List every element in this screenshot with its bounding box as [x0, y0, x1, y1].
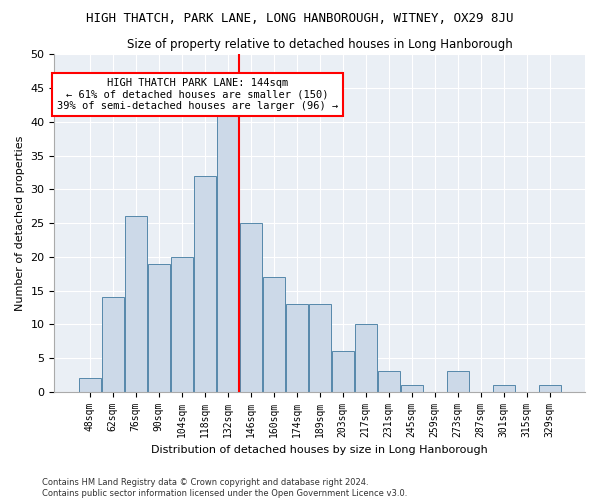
Text: HIGH THATCH, PARK LANE, LONG HANBOROUGH, WITNEY, OX29 8JU: HIGH THATCH, PARK LANE, LONG HANBOROUGH,… [86, 12, 514, 26]
Y-axis label: Number of detached properties: Number of detached properties [15, 136, 25, 311]
Bar [79, 378, 101, 392]
Title: Size of property relative to detached houses in Long Hanborough: Size of property relative to detached ho… [127, 38, 512, 51]
Bar [286, 304, 308, 392]
Bar [148, 264, 170, 392]
Bar [217, 108, 239, 392]
Text: HIGH THATCH PARK LANE: 144sqm
← 61% of detached houses are smaller (150)
39% of : HIGH THATCH PARK LANE: 144sqm ← 61% of d… [57, 78, 338, 112]
Bar [194, 176, 216, 392]
Text: Contains HM Land Registry data © Crown copyright and database right 2024.
Contai: Contains HM Land Registry data © Crown c… [42, 478, 407, 498]
Bar [446, 372, 469, 392]
Bar [101, 298, 124, 392]
Bar [539, 385, 561, 392]
Bar [493, 385, 515, 392]
Bar [263, 277, 285, 392]
X-axis label: Distribution of detached houses by size in Long Hanborough: Distribution of detached houses by size … [151, 445, 488, 455]
Bar [377, 372, 400, 392]
Bar [239, 223, 262, 392]
Bar [332, 351, 354, 392]
Bar [355, 324, 377, 392]
Bar [125, 216, 147, 392]
Bar [308, 304, 331, 392]
Bar [170, 257, 193, 392]
Bar [401, 385, 423, 392]
